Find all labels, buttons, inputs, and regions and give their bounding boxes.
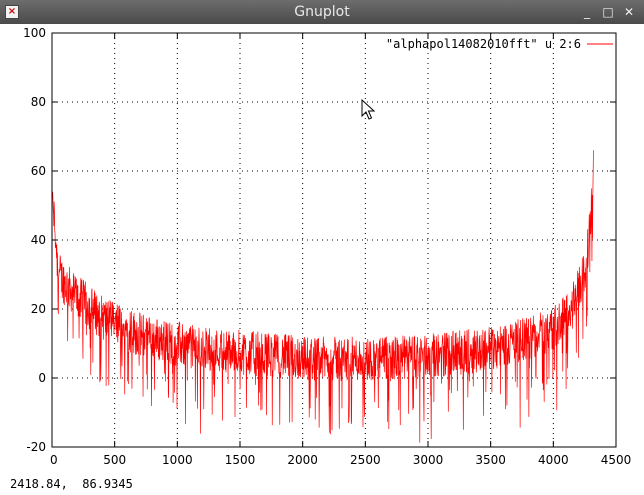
tick-marks xyxy=(51,32,617,448)
y-tick-label: -20 xyxy=(26,440,46,454)
y-tick-label: 0 xyxy=(38,371,46,385)
y-tick-labels: -20 0 20 40 60 80 100 xyxy=(23,26,46,454)
x-tick-label: 2000 xyxy=(287,453,318,467)
mouse-coordinates: 2418.84, 86.9345 xyxy=(10,477,133,491)
y-tick-label: 20 xyxy=(31,302,46,316)
series-line xyxy=(52,150,594,443)
y-tick-label: 60 xyxy=(31,164,46,178)
y-tick-label: 40 xyxy=(31,233,46,247)
window-title: Gnuplot xyxy=(294,4,350,20)
x-tick-label: 4500 xyxy=(601,453,632,467)
close-button[interactable]: ✕ xyxy=(623,5,635,19)
x-tick-label: 1000 xyxy=(162,453,193,467)
legend: "alphapol14082010fft" u 2:6 xyxy=(386,37,613,51)
legend-label: "alphapol14082010fft" u 2:6 xyxy=(386,37,581,51)
x-tick-label: 4000 xyxy=(538,453,569,467)
x-tick-label: 2500 xyxy=(350,453,381,467)
x-tick-label: 1500 xyxy=(225,453,256,467)
x-tick-label: 500 xyxy=(103,453,126,467)
status-bar: 2418.84, 86.9345 xyxy=(0,474,644,495)
title-bar[interactable]: × Gnuplot _ □ ✕ xyxy=(0,0,644,25)
x-tick-label: 0 xyxy=(50,453,58,467)
chart-svg[interactable]: 0 500 1000 1500 2000 2500 3000 3500 4000 4500 -20… xyxy=(0,24,644,474)
x-tick-label: 3500 xyxy=(475,453,506,467)
minimize-button[interactable]: _ xyxy=(584,5,590,19)
gnuplot-app-icon[interactable]: × xyxy=(5,5,19,19)
x-tick-labels: 0 500 1000 1500 2000 2500 3000 3500 4000 4500 xyxy=(50,453,631,467)
x-tick-label: 3000 xyxy=(413,453,444,467)
maximize-button[interactable]: □ xyxy=(602,5,614,19)
series-layer xyxy=(52,150,594,443)
mouse-pointer-icon xyxy=(361,98,376,120)
plot-canvas[interactable]: 0 500 1000 1500 2000 2500 3000 3500 4000 4500 -20… xyxy=(0,24,644,474)
y-tick-label: 100 xyxy=(23,26,46,40)
y-tick-label: 80 xyxy=(31,95,46,109)
